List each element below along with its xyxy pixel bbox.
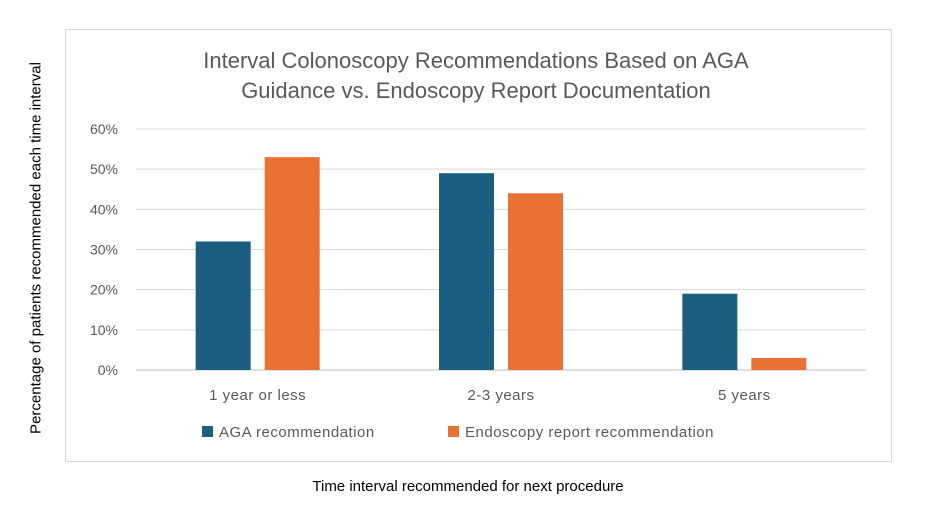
x-category-label: 2-3 years bbox=[467, 387, 534, 404]
legend-label-aga: AGA recommendation bbox=[219, 424, 375, 441]
y-axis-label: Percentage of patients recommended each … bbox=[27, 62, 45, 434]
x-axis-label: Time interval recommended for next proce… bbox=[312, 478, 624, 495]
x-category-label: 5 years bbox=[718, 387, 771, 404]
bar-aga-1 bbox=[439, 173, 494, 370]
chart-plot: Interval Colonoscopy Recommendations Bas… bbox=[90, 48, 866, 441]
chart-title-line-1: Interval Colonoscopy Recommendations Bas… bbox=[203, 48, 749, 73]
bar-aga-0 bbox=[195, 241, 251, 370]
legend-label-endoscopy: Endoscopy report recommendation bbox=[465, 424, 714, 441]
bar-endoscopy-0 bbox=[264, 157, 320, 370]
y-tick-label: 50% bbox=[90, 161, 118, 177]
y-tick-label: 60% bbox=[90, 121, 118, 137]
y-tick-label: 40% bbox=[90, 201, 118, 217]
y-tick-label: 0% bbox=[98, 362, 118, 378]
y-tick-label: 10% bbox=[90, 322, 118, 338]
y-tick-label: 30% bbox=[90, 242, 118, 258]
x-category-label: 1 year or less bbox=[209, 387, 306, 404]
bar-endoscopy-1 bbox=[508, 193, 563, 370]
chart-title-line-2: Guidance vs. Endoscopy Report Documentat… bbox=[241, 78, 711, 103]
bar-aga-2 bbox=[682, 293, 738, 370]
legend-swatch-endoscopy bbox=[448, 426, 459, 437]
y-tick-label: 20% bbox=[90, 282, 118, 298]
bar-endoscopy-2 bbox=[751, 357, 807, 370]
chart-frame: Interval Colonoscopy Recommendations Bas… bbox=[65, 29, 892, 462]
legend-swatch-aga bbox=[202, 426, 213, 437]
